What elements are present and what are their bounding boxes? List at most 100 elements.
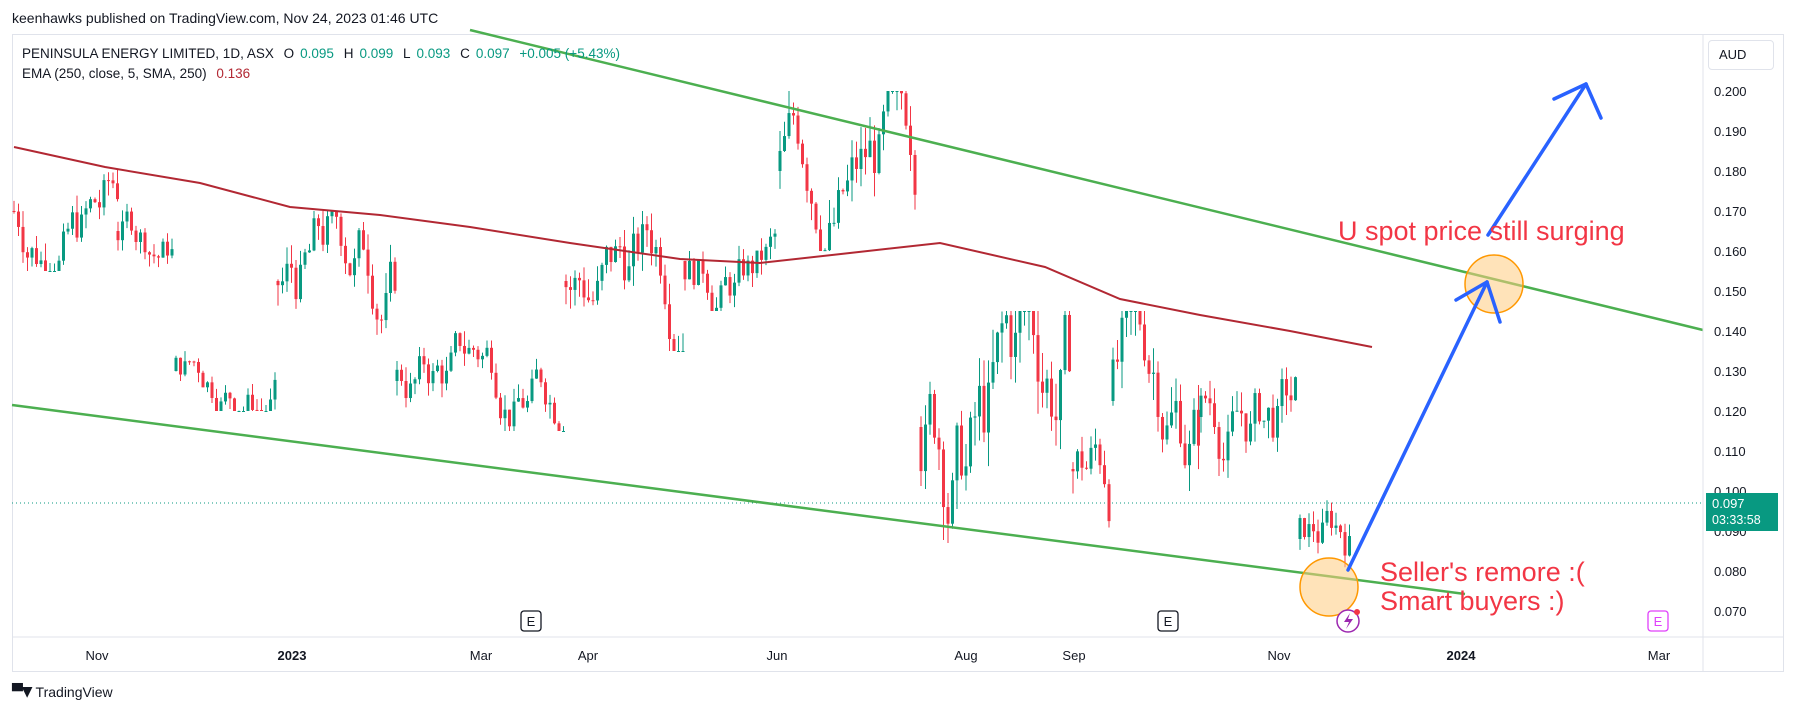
arrow-up-1[interactable] — [1346, 280, 1489, 572]
open-value: 0.095 — [300, 46, 334, 61]
earnings-marker-label: E — [1654, 614, 1663, 629]
candle-body — [1289, 395, 1293, 401]
candle-body — [701, 260, 705, 274]
axes: 0.0700.0800.0900.1000.1100.1200.1300.140… — [12, 34, 1784, 671]
candle-body — [400, 369, 403, 381]
candle-body — [859, 148, 863, 169]
candle-body — [814, 203, 818, 230]
x-tick-label: 2024 — [1447, 648, 1477, 663]
candle-body — [1116, 359, 1119, 362]
user-drawings — [11, 28, 1704, 617]
candle-body — [978, 385, 981, 417]
candle-body — [1208, 398, 1212, 404]
candle-body — [973, 416, 977, 418]
candle-body — [62, 231, 65, 261]
support-highlight-circle[interactable] — [1299, 557, 1359, 617]
annotation-bottom-line-2[interactable]: Smart buyers :) — [1380, 586, 1565, 616]
candle-body — [371, 275, 374, 309]
candle-body — [796, 115, 800, 144]
change-value: +0.005 (+5.43%) — [519, 46, 620, 61]
high-label: H — [343, 46, 354, 61]
candle-body — [719, 285, 723, 308]
candle-body — [228, 392, 232, 399]
candle-body — [1120, 317, 1124, 362]
candle-body — [362, 230, 365, 250]
candle-body — [1179, 400, 1182, 444]
candle-body — [991, 362, 995, 383]
candle-body — [233, 398, 236, 411]
candle-body — [30, 248, 34, 258]
candle-body — [39, 260, 43, 265]
candle-body — [384, 292, 388, 321]
currency-button[interactable]: AUD — [1708, 40, 1774, 70]
candle-body — [1330, 510, 1333, 528]
candle-body — [548, 402, 552, 405]
candle-body — [591, 300, 595, 302]
arrow-up-2[interactable] — [1486, 82, 1588, 237]
lower-trendline[interactable] — [11, 403, 1466, 596]
candle-body — [1280, 379, 1284, 407]
arrow-up-2-head[interactable] — [1552, 82, 1603, 120]
candle-body — [895, 91, 899, 92]
candle-body — [1080, 451, 1084, 468]
candle-body — [276, 281, 280, 286]
candle-body — [1134, 311, 1137, 312]
candle-body — [928, 393, 932, 425]
low-value: 0.093 — [416, 46, 451, 61]
candle-body — [823, 250, 827, 252]
candle-body — [573, 277, 577, 290]
candle-body — [819, 229, 822, 251]
candle-body — [1253, 393, 1257, 424]
candle-body — [107, 180, 110, 182]
chart-frame[interactable] — [12, 34, 1784, 672]
candle-body — [654, 247, 658, 254]
candle-body — [946, 507, 950, 524]
candle-body — [116, 183, 119, 200]
annotation-top[interactable]: U spot price still surging — [1338, 216, 1625, 246]
candle-body — [348, 263, 352, 276]
candle-body — [535, 369, 538, 379]
candle-body — [877, 134, 881, 173]
candle-body — [1316, 531, 1320, 543]
candle-body — [152, 254, 156, 257]
symbol-name: PENINSULA ENERGY LIMITED, 1D, ASX — [22, 46, 274, 61]
arrow-up-1-head[interactable] — [1454, 280, 1502, 324]
candle-body — [111, 180, 115, 184]
candle-body — [1321, 522, 1324, 543]
candle-body — [569, 287, 572, 290]
candle-body — [539, 369, 543, 383]
candle-body — [183, 361, 187, 375]
earnings-marker[interactable] — [1157, 610, 1179, 632]
candle-body — [636, 233, 640, 253]
candle-body — [1343, 532, 1347, 556]
y-tick-label: 0.130 — [1714, 364, 1747, 379]
tradingview-logo[interactable]: ▀▼ TradingView — [12, 684, 113, 700]
candle-body — [1334, 525, 1338, 528]
candle-body — [431, 371, 435, 384]
candle-body — [353, 258, 356, 276]
candle-body — [1147, 360, 1151, 374]
candle-body — [562, 431, 565, 432]
y-tick-label: 0.190 — [1714, 124, 1747, 139]
candle-body — [436, 365, 439, 372]
candle-body — [294, 267, 298, 300]
candle-body — [210, 382, 214, 398]
annotation-bottom-line-1[interactable]: Seller's remore :( — [1380, 557, 1585, 587]
candle-body — [98, 202, 101, 208]
candle-body — [1107, 484, 1111, 522]
candle-body — [1249, 423, 1252, 442]
ema-value: 0.136 — [216, 66, 251, 81]
bar-countdown: 03:33:58 — [1712, 513, 1761, 527]
candle-body — [339, 216, 343, 246]
earnings-marker[interactable] — [520, 610, 542, 632]
candle-body — [1235, 410, 1239, 412]
open-label: O — [283, 46, 295, 61]
earnings-marker[interactable] — [1647, 610, 1669, 632]
candle-body — [751, 260, 754, 274]
candle-body — [886, 91, 890, 112]
candle-body — [697, 260, 700, 285]
candle-body — [787, 113, 791, 137]
candle-body — [427, 364, 430, 384]
candles — [12, 91, 1351, 568]
